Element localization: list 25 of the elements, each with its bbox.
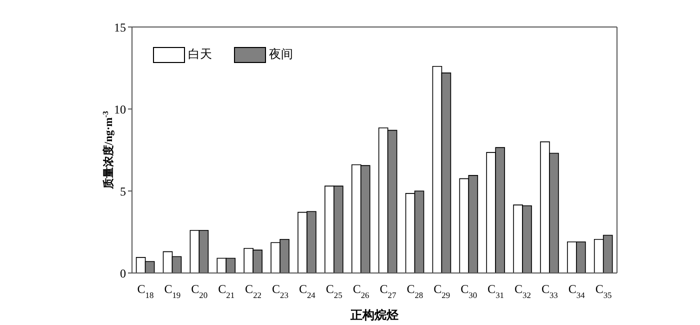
x-tick-label: C$_{30}$ [460, 282, 477, 300]
x-tick-label: C$_{18}$ [137, 282, 154, 300]
y-tick-label: 5 [120, 184, 126, 198]
x-tick-label: C$_{26}$ [352, 282, 370, 300]
x-tick-label: C$_{29}$ [434, 282, 450, 300]
x-tick-label: C$_{24}$ [298, 282, 316, 300]
x-tick-label: C$_{23}$ [272, 282, 288, 300]
x-tick-label: C$_{32}$ [514, 282, 531, 300]
y-tick-label: 15 [114, 20, 126, 34]
x-tick-label: C$_{28}$ [406, 282, 424, 300]
x-tick-label: C$_{34}$ [568, 282, 586, 300]
x-tick-label: C$_{35}$ [595, 282, 612, 300]
y-tick-label: 10 [114, 102, 126, 116]
x-tick-label: C$_{27}$ [380, 282, 396, 300]
x-tick-label: C$_{22}$ [245, 282, 262, 300]
x-tick-label: C$_{33}$ [541, 282, 558, 300]
y-tick-label: 0 [120, 266, 126, 280]
x-tick-label: C$_{25}$ [326, 282, 342, 300]
x-tick-label: C$_{31}$ [488, 282, 504, 300]
x-tick-label: C$_{19}$ [164, 282, 181, 300]
x-tick-label: C$_{21}$ [218, 282, 234, 300]
legend-label: 白天 [188, 46, 212, 63]
legend-label: 夜间 [269, 46, 293, 63]
x-axis-title: 正构烷烃 [350, 308, 398, 322]
x-tick-label: C$_{20}$ [191, 282, 208, 300]
